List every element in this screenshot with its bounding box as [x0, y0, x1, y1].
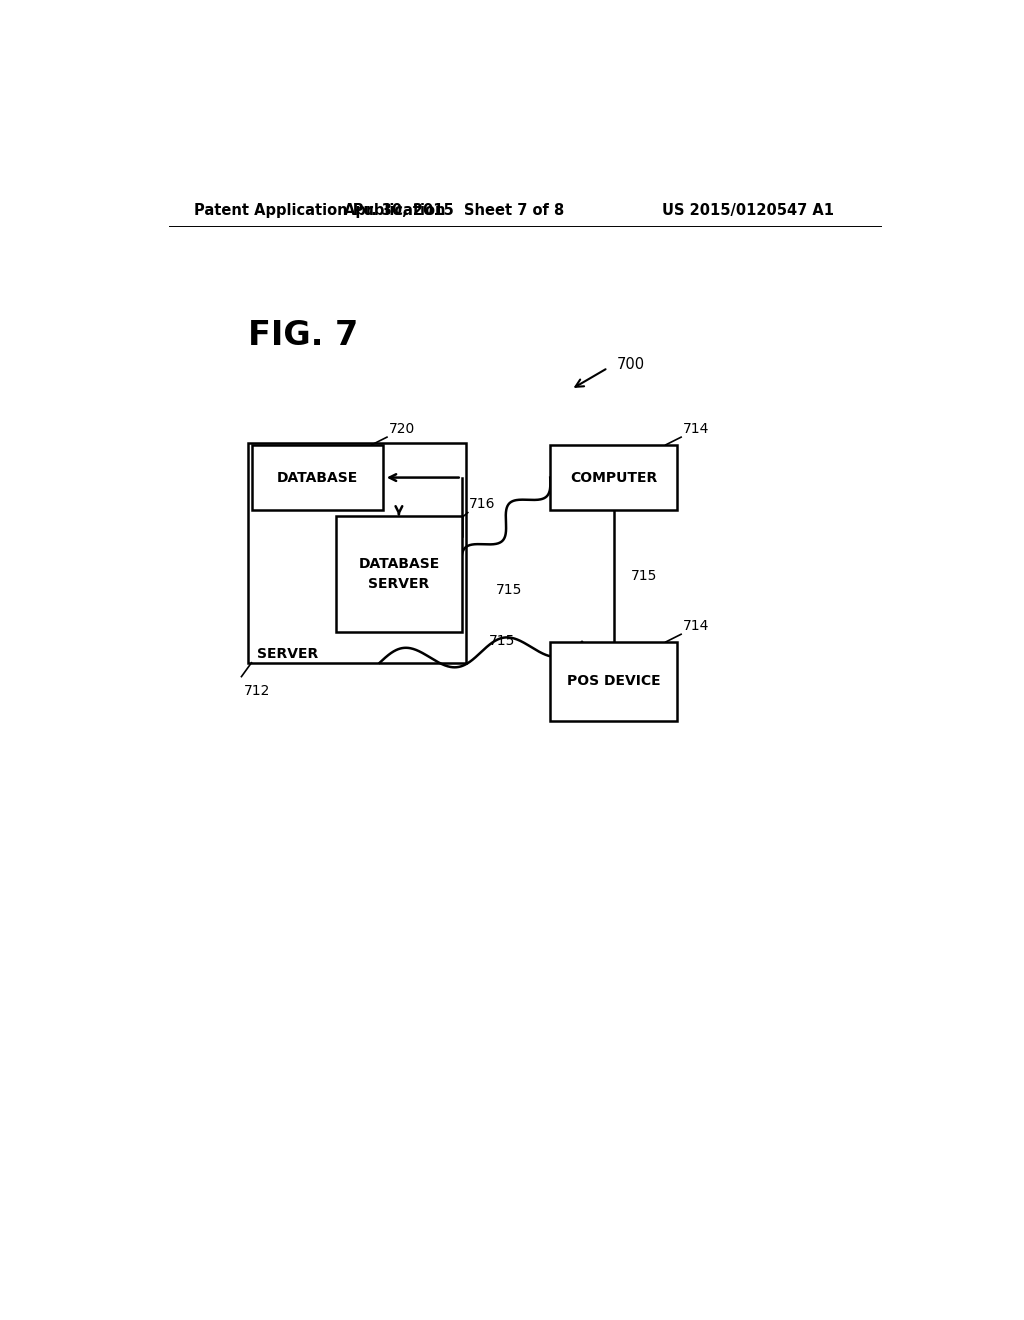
- Text: 714: 714: [683, 421, 709, 436]
- Text: 712: 712: [244, 684, 270, 698]
- Bar: [550, 445, 677, 511]
- Text: FIG. 7: FIG. 7: [248, 319, 357, 352]
- Text: 716: 716: [469, 498, 496, 511]
- Text: Patent Application Publication: Patent Application Publication: [194, 203, 445, 218]
- Text: Apr. 30, 2015  Sheet 7 of 8: Apr. 30, 2015 Sheet 7 of 8: [344, 203, 564, 218]
- Bar: [336, 516, 462, 632]
- Text: US 2015/0120547 A1: US 2015/0120547 A1: [662, 203, 834, 218]
- Bar: [550, 642, 677, 721]
- Text: 700: 700: [617, 358, 645, 372]
- Text: 715: 715: [497, 582, 522, 597]
- Text: 720: 720: [388, 421, 415, 436]
- Text: 715: 715: [488, 634, 515, 648]
- Bar: [248, 444, 466, 663]
- Text: SERVER: SERVER: [257, 647, 318, 661]
- Text: 714: 714: [683, 619, 709, 632]
- Text: DATABASE: DATABASE: [278, 470, 358, 484]
- Text: DATABASE
SERVER: DATABASE SERVER: [358, 557, 439, 591]
- Text: POS DEVICE: POS DEVICE: [567, 675, 660, 688]
- Text: 715: 715: [631, 569, 657, 583]
- Bar: [252, 445, 383, 511]
- Text: COMPUTER: COMPUTER: [570, 470, 657, 484]
